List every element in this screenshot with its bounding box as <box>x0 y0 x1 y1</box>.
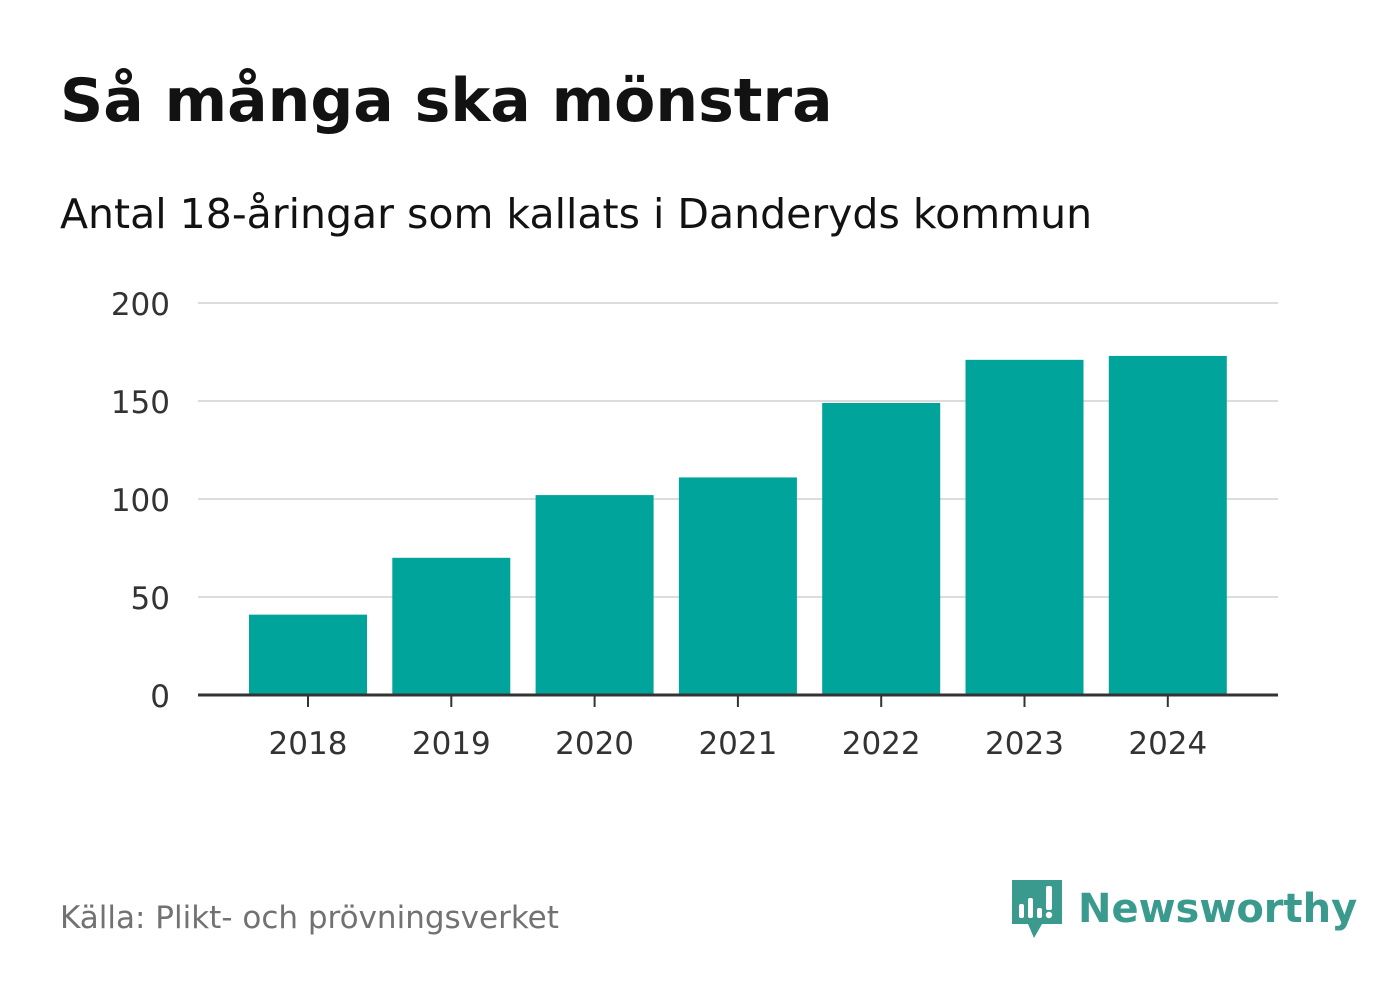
brand-logo: Newsworthy <box>1010 878 1357 940</box>
y-tick-label: 100 <box>111 483 170 519</box>
bar <box>678 477 797 695</box>
brand-name: Newsworthy <box>1078 886 1358 932</box>
x-tick-label: 2021 <box>698 726 777 762</box>
bar <box>965 359 1084 695</box>
y-tick-label: 0 <box>150 679 170 715</box>
y-tick-label: 50 <box>131 581 170 617</box>
bar <box>249 614 367 695</box>
bar <box>535 495 654 695</box>
x-tick-label: 2020 <box>555 726 634 762</box>
y-tick-label: 200 <box>111 287 170 323</box>
chart-subtitle: Antal 18-åringar som kallats i Danderyds… <box>60 190 1093 238</box>
newsworthy-logo-icon <box>1012 880 1062 938</box>
bar-chart: 0 50 100 150 200 2018 2019 2020 2021 2022 2023 2024 <box>111 287 1278 762</box>
x-tick-label: 2023 <box>985 726 1064 762</box>
x-tick-label: 2019 <box>412 726 491 762</box>
y-tick-label: 150 <box>111 385 170 421</box>
bar <box>1108 355 1227 695</box>
x-tick-label: 2022 <box>842 726 921 762</box>
x-tick-label: 2018 <box>269 726 348 762</box>
bar <box>822 402 941 695</box>
chart-title: Så många ska mönstra <box>60 66 833 136</box>
x-tick-label: 2024 <box>1128 726 1207 762</box>
source-note: Källa: Plikt- och prövningsverket <box>60 900 559 936</box>
bar <box>392 557 511 695</box>
